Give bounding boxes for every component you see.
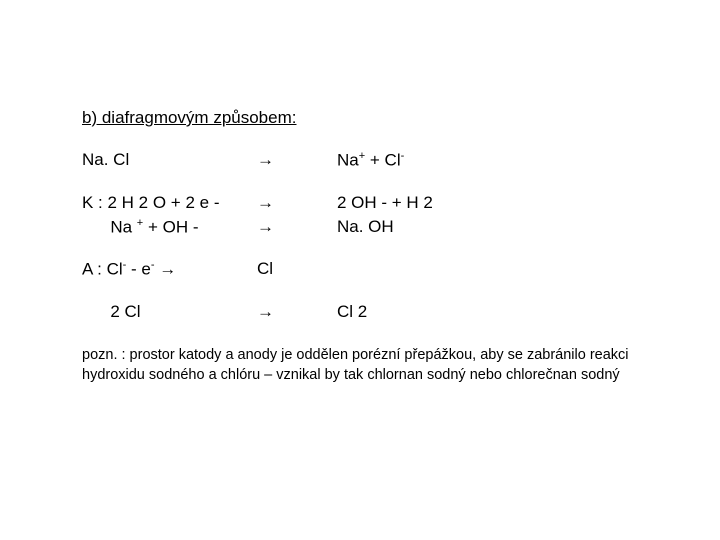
eq-right: 2 OH - + H 2 [337, 193, 642, 213]
equation-row: Na + + OH - → Na. OH [82, 217, 642, 238]
eq-right [337, 259, 642, 280]
eq-right: Cl 2 [337, 302, 642, 322]
equation-row: 2 Cl → Cl 2 [82, 302, 642, 322]
equation-row: A : Cl- - e- → Cl [82, 259, 642, 280]
footnote: pozn. : prostor katody a anody je odděle… [82, 346, 642, 385]
eq-mid: Cl [257, 259, 337, 280]
eq-right: Na+ + Cl- [337, 150, 642, 171]
eq-arrow: → [257, 217, 337, 238]
eq-left: K : 2 H 2 O + 2 e - [82, 193, 257, 213]
eq-left: A : Cl- - e- → [82, 259, 257, 280]
eq-arrow: → [257, 302, 337, 322]
eq-left: Na + + OH - [82, 217, 257, 238]
section-title: b) diafragmovým způsobem: [82, 108, 642, 128]
eq-left: 2 Cl [82, 302, 257, 322]
equation-row: Na. Cl → Na+ + Cl- [82, 150, 642, 171]
eq-right: Na. OH [337, 217, 642, 238]
eq-arrow: → [257, 193, 337, 213]
eq-arrow: → [257, 150, 337, 171]
equation-row: K : 2 H 2 O + 2 e - → 2 OH - + H 2 [82, 193, 642, 213]
eq-left: Na. Cl [82, 150, 257, 171]
